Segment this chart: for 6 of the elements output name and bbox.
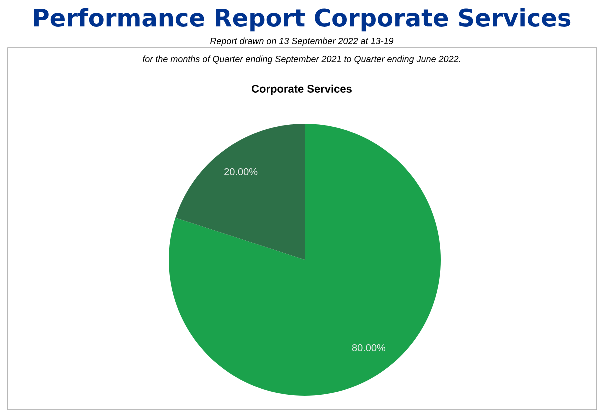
chart-subtitle: Report drawn on 13 September 2022 at 13-19 [210, 38, 394, 46]
data-label: 80.00% [352, 344, 386, 352]
chart-title: Performance Report Corporate Services [34, 8, 571, 32]
text: Corporate Services [252, 84, 352, 96]
data-label: 20.00% [224, 168, 258, 176]
text: for the months of Quarter ending September 2021 to Quarter ending June 2022. [142, 56, 460, 64]
